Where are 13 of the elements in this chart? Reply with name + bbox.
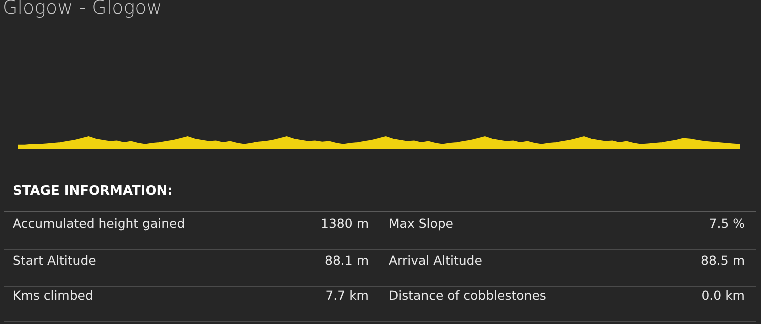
text: 7.7 km: [326, 288, 369, 303]
text: Kms climbed: [13, 288, 94, 303]
text: 88.1 m: [325, 253, 369, 268]
text: Distance of cobblestones: [389, 288, 546, 303]
text: 0.0 km: [702, 288, 745, 303]
text: Arrival Altitude: [389, 253, 482, 268]
text: Accumulated height gained: [13, 216, 186, 231]
text: 1380 m: [321, 216, 369, 231]
text: STAGE INFORMATION:: [13, 184, 173, 199]
text: Max Slope: [389, 216, 454, 231]
text: Start Altitude: [13, 253, 96, 268]
text: 88.5 m: [701, 253, 745, 268]
text: 7.5 %: [709, 216, 745, 231]
